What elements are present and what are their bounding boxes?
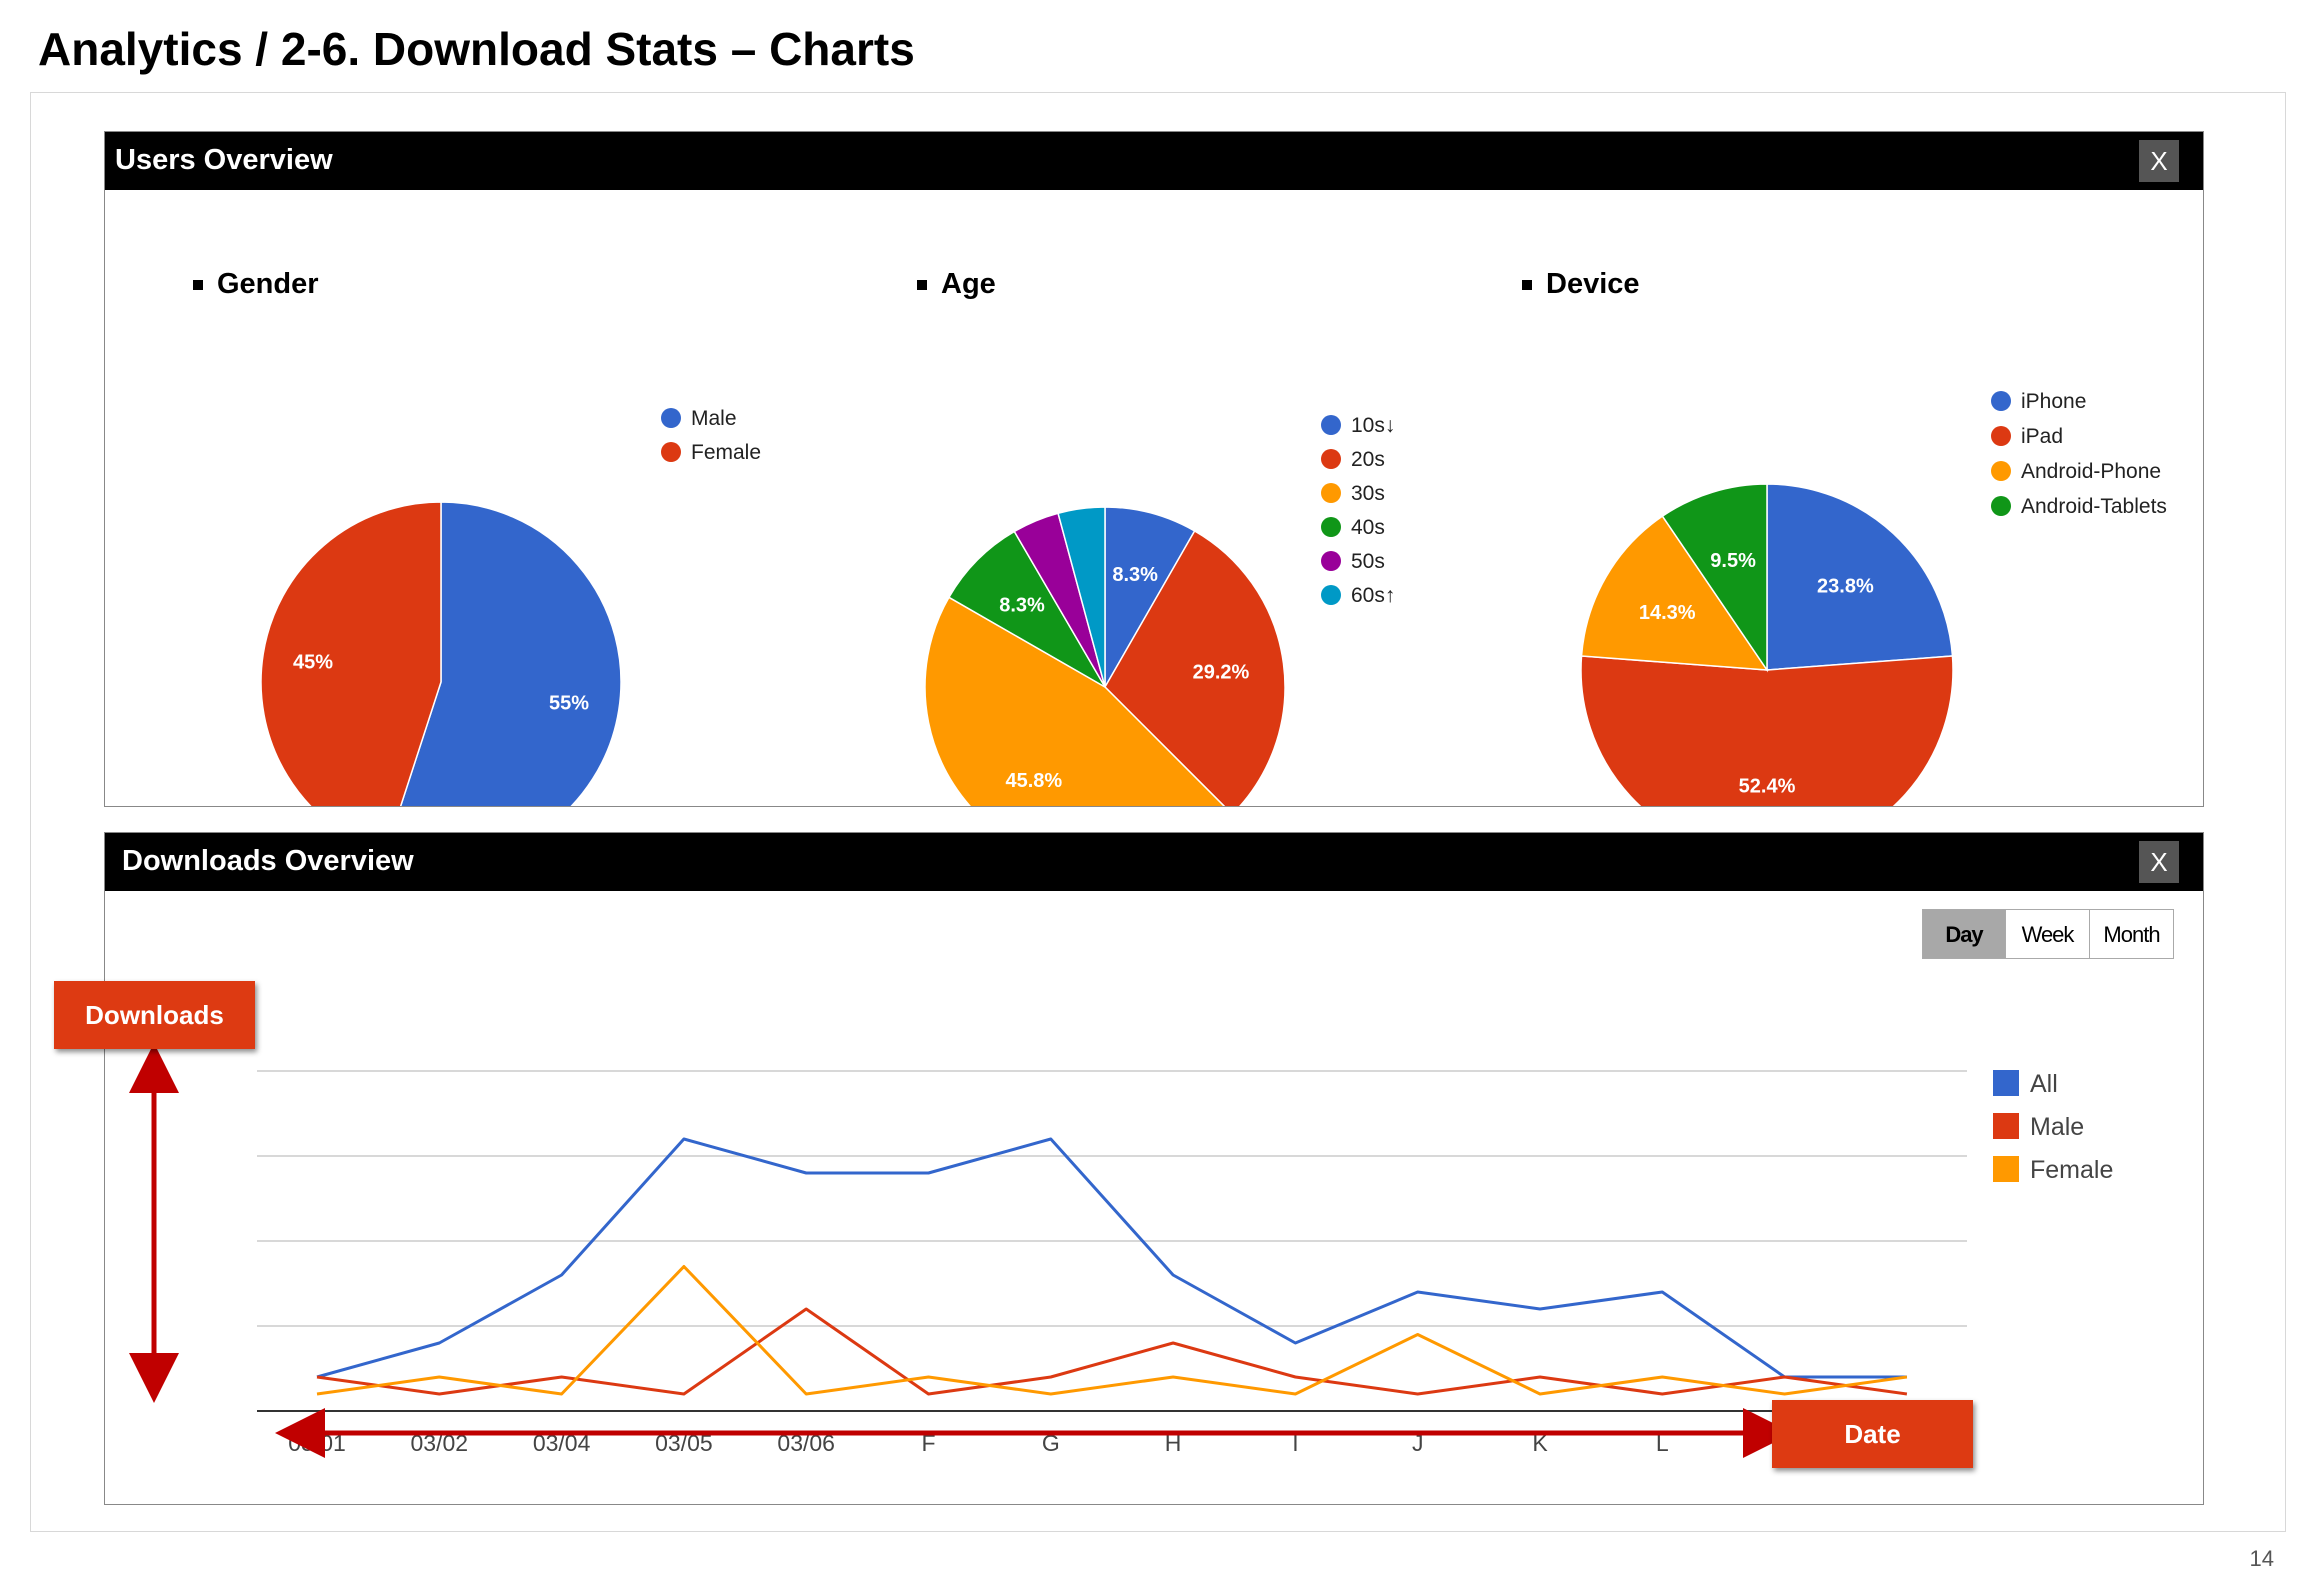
users-overview-panel: Users Overview X Gender Age Device 55% 45… — [104, 131, 2204, 807]
x-tick-label: L — [1656, 1430, 1669, 1456]
age-legend-marker — [1321, 551, 1341, 571]
time-range-selector: Day Week Month — [1922, 909, 2174, 959]
bullet-icon — [1522, 280, 1532, 291]
x-tick-label: 03/06 — [777, 1430, 835, 1456]
device-pie: 23.8% 52.4% 14.3% 9.5% — [1580, 483, 1954, 806]
slide-frame — [30, 92, 2286, 1532]
age-legend-label: 30s — [1351, 482, 1385, 505]
users-overview-close-button[interactable]: X — [2139, 140, 2179, 182]
series-line-male — [316, 1307, 1908, 1396]
age-legend-marker — [1321, 449, 1341, 469]
page-title: Analytics / 2-6. Download Stats – Charts — [38, 23, 915, 75]
device-legend-label: iPad — [2021, 425, 2063, 448]
age-legend-marker — [1321, 483, 1341, 503]
age-legend-marker — [1321, 585, 1341, 605]
device-slice-label: 23.8% — [1817, 575, 1874, 597]
device-slice-iphone — [1766, 483, 1954, 671]
age-slice-60s — [1057, 506, 1106, 688]
gender-legend-marker — [661, 408, 681, 428]
gender-section-title: Gender — [193, 268, 319, 301]
series-line-all — [316, 1137, 1907, 1379]
x-tick-label: K — [1532, 1430, 1548, 1456]
x-tick-label: 03/02 — [411, 1430, 469, 1456]
downloads-overview-header: Downloads Overview X — [105, 833, 2203, 891]
line-legend-label: All — [2030, 1070, 2058, 1098]
age-legend-marker — [1321, 415, 1341, 435]
gender-legend-label: Male — [691, 407, 737, 430]
device-slice-android-tablets — [1661, 483, 1768, 673]
range-week-button[interactable]: Week — [2006, 909, 2090, 959]
series-line-female — [316, 1265, 1908, 1396]
age-legend-label: 50s — [1351, 550, 1385, 573]
gender-slice-female — [260, 501, 442, 806]
downloads-overview-title: Downloads Overview — [122, 845, 414, 877]
age-pie: 8.3% 29.2% 45.8% 8.3% — [924, 506, 1286, 806]
device-slice-android-phone — [1580, 515, 1769, 671]
device-legend-marker — [1991, 496, 2011, 516]
age-slice-40s — [947, 530, 1108, 690]
gender-legend-label: Female — [691, 441, 761, 464]
device-legend-label: Android-Tablets — [2021, 495, 2167, 518]
device-slice-label: 52.4% — [1739, 775, 1796, 797]
age-slice-30s — [924, 596, 1226, 806]
gender-slice-male — [399, 501, 622, 806]
range-month-button[interactable]: Month — [2090, 909, 2174, 959]
age-slice-label: 29.2% — [1193, 662, 1250, 684]
age-legend-label: 40s — [1351, 516, 1385, 539]
x-tick-label: 03/01 — [288, 1430, 346, 1456]
device-legend-label: iPhone — [2021, 390, 2086, 413]
device-legend-marker — [1991, 461, 2011, 481]
line-legend-marker — [1993, 1070, 2019, 1096]
age-title: Age — [941, 268, 996, 300]
device-title: Device — [1546, 268, 1640, 300]
device-legend-marker — [1991, 426, 2011, 446]
age-legend-label: 20s — [1351, 448, 1385, 471]
age-section-title: Age — [917, 268, 996, 301]
device-section-title: Device — [1522, 268, 1640, 301]
device-slice-label: 9.5% — [1710, 550, 1756, 572]
gender-pie: 55% 45% — [260, 501, 622, 806]
device-slice-label: 14.3% — [1639, 602, 1696, 624]
gender-legend-marker — [661, 442, 681, 462]
age-legend-marker — [1321, 517, 1341, 537]
x-tick-label: 03/05 — [655, 1430, 713, 1456]
age-slice-label: 45.8% — [1006, 770, 1063, 792]
age-slice-20s — [1104, 529, 1286, 806]
age-slice-label: 8.3% — [1112, 564, 1158, 586]
line-legend-marker — [1993, 1113, 2019, 1139]
x-tick-label: H — [1165, 1430, 1182, 1456]
gender-slice-label: 45% — [293, 652, 333, 674]
line-legend-label: Male — [2030, 1113, 2084, 1141]
users-overview-header: Users Overview X — [105, 132, 2203, 190]
x-tick-label: J — [1412, 1430, 1424, 1456]
gender-slice-label: 55% — [549, 692, 589, 714]
x-tick-label: G — [1042, 1430, 1060, 1456]
bullet-icon — [193, 280, 203, 291]
downloads-overview-close-button[interactable]: X — [2139, 841, 2179, 883]
device-legend-marker — [1991, 391, 2011, 411]
page-number: 14 — [2249, 1546, 2274, 1571]
bullet-icon — [917, 280, 927, 291]
x-tick-label: F — [921, 1430, 935, 1456]
line-legend-marker — [1993, 1156, 2019, 1182]
age-legend-label: 10s↓ — [1351, 414, 1395, 437]
gender-title: Gender — [217, 268, 319, 300]
age-slice-label: 8.3% — [999, 595, 1045, 617]
date-callout: Date — [1772, 1400, 1973, 1468]
age-slice-10s — [1104, 506, 1196, 690]
range-day-button[interactable]: Day — [1922, 909, 2006, 959]
downloads-callout: Downloads — [54, 981, 255, 1049]
downloads-overview-panel: Downloads Overview X Day Week Month 03/0… — [104, 832, 2204, 1505]
x-tick-label: I — [1292, 1430, 1298, 1456]
device-slice-ipad — [1580, 655, 1954, 806]
x-tick-label: 03/04 — [533, 1430, 591, 1456]
age-legend-label: 60s↑ — [1351, 584, 1395, 607]
device-legend-label: Android-Phone — [2021, 460, 2161, 483]
line-legend-label: Female — [2030, 1156, 2113, 1184]
users-overview-title: Users Overview — [115, 144, 333, 176]
users-pie-charts: 55% 45% Male Female 8.3% 29.2% 45.8% 8.3% 10s↓ 20… — [260, 390, 2167, 806]
